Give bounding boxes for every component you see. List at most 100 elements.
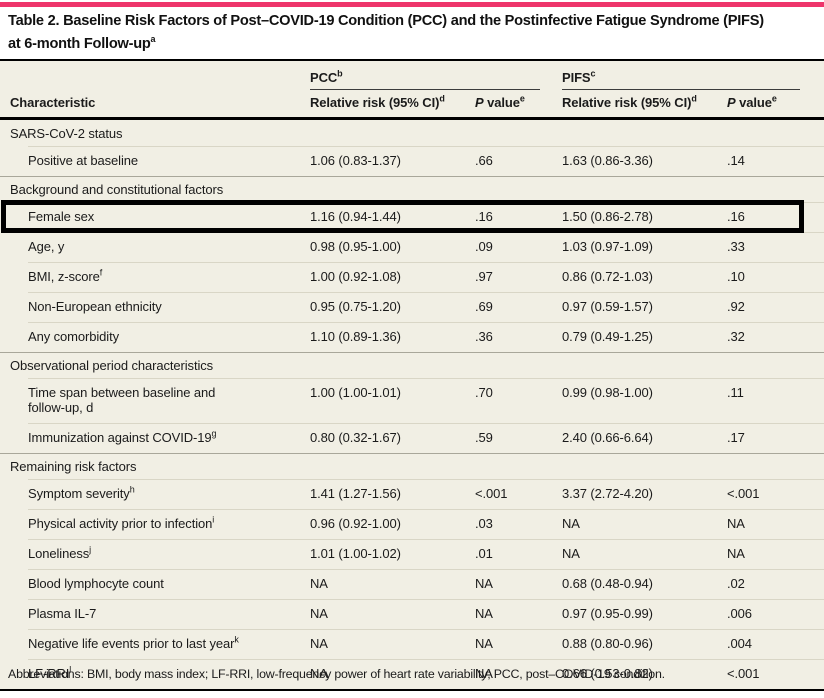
group-label-pifs: PIFS <box>562 70 591 85</box>
cell-pifs-relative-risk: 0.68 (0.48-0.94) <box>562 576 653 591</box>
row-label: Remaining risk factors <box>10 459 137 474</box>
group-header-pifs: PIFSc <box>562 68 800 90</box>
cell-pcc-p-value: NA <box>475 666 493 681</box>
cell-pcc-p-value: .03 <box>475 516 493 531</box>
row-footnote-marker: i <box>212 514 215 525</box>
cell-pifs-p-value: NA <box>727 546 745 561</box>
row-label: SARS-CoV-2 status <box>10 126 123 141</box>
column-header-characteristic: Characteristic <box>10 95 96 110</box>
column-group-pcc: PCCb Relative risk (95% CI)d P valuee <box>310 61 562 117</box>
cell-pcc-p-value: .36 <box>475 329 493 344</box>
row-label: Blood lymphocyte count <box>28 576 164 591</box>
cell-pcc-relative-risk: NA <box>310 666 328 681</box>
cell-pifs-p-value: .92 <box>727 299 745 314</box>
cell-pifs-relative-risk: 0.99 (0.98-1.00) <box>562 385 653 400</box>
cell-pcc-relative-risk: 1.10 (0.89-1.36) <box>310 329 401 344</box>
cell-pifs-p-value: .10 <box>727 269 745 284</box>
row-footnote-marker: j <box>89 544 92 555</box>
cell-pifs-relative-risk: 0.88 (0.80-0.96) <box>562 636 653 651</box>
cell-pcc-p-value: NA <box>475 606 493 621</box>
cell-pifs-relative-risk: 1.03 (0.97-1.09) <box>562 239 653 254</box>
row-label: Any comorbidity <box>28 329 119 344</box>
cell-pcc-relative-risk: 0.96 (0.92-1.00) <box>310 516 401 531</box>
cell-pcc-p-value: <.001 <box>475 486 508 501</box>
group-footnote-marker-pifs: c <box>590 68 596 79</box>
cell-pifs-p-value: .17 <box>727 430 745 445</box>
cell-pifs-relative-risk: 1.50 (0.86-2.78) <box>562 209 653 224</box>
row-label: Observational period characteristics <box>10 358 214 373</box>
cell-pifs-relative-risk: NA <box>562 546 580 561</box>
table-row: Positive at baseline 1.06 (0.83-1.37) .66 1… <box>0 146 824 176</box>
risk-factors-table: Characteristic PCCb Relative risk (95% C… <box>0 59 824 691</box>
section-header-row: Background and constitutional factors <box>0 176 824 202</box>
cell-pcc-p-value: .16 <box>475 209 493 224</box>
cell-pcc-p-value: .01 <box>475 546 493 561</box>
cell-pcc-relative-risk: 1.16 (0.94-1.44) <box>310 209 401 224</box>
cell-pcc-relative-risk: 1.01 (1.00-1.02) <box>310 546 401 561</box>
cell-pifs-p-value: .33 <box>727 239 745 254</box>
table-row: Lonelinessj 1.01 (1.00-1.02) .01 NA NA <box>0 539 824 569</box>
table-row: Time span between baseline and follow-up… <box>0 378 824 423</box>
row-footnote-marker: l <box>69 664 72 675</box>
table-title: Table 2. Baseline Risk Factors of Post–C… <box>8 10 820 57</box>
table-row: Female sex 1.16 (0.94-1.44) .16 1.50 (0.86-… <box>0 200 824 233</box>
cell-pcc-p-value: .66 <box>475 153 493 168</box>
column-header-p-value-pifs: P valuee <box>727 93 777 110</box>
row-label: Time span between baseline and follow-up… <box>28 385 216 415</box>
cell-pifs-p-value: .02 <box>727 576 745 591</box>
cell-pcc-p-value: .97 <box>475 269 493 284</box>
column-header-relative-risk-pcc: Relative risk (95% CI)d <box>310 93 445 110</box>
cell-pifs-p-value: <.001 <box>727 666 760 681</box>
cell-pcc-p-value: .59 <box>475 430 493 445</box>
cell-pcc-p-value: .69 <box>475 299 493 314</box>
cell-pifs-p-value: <.001 <box>727 486 760 501</box>
cell-pcc-relative-risk: 0.80 (0.32-1.67) <box>310 430 401 445</box>
row-label: Negative life events prior to last yeark <box>28 634 239 651</box>
cell-pcc-relative-risk: 1.06 (0.83-1.37) <box>310 153 401 168</box>
section-header-row: SARS-CoV-2 status <box>0 120 824 146</box>
cell-pcc-p-value: NA <box>475 636 493 651</box>
table-row: LF-RRIl NA NA 0.66 (0.53-0.82) <.001 <box>0 659 824 689</box>
column-header-relative-risk-pifs: Relative risk (95% CI)d <box>562 93 697 110</box>
cell-pcc-relative-risk: 1.41 (1.27-1.56) <box>310 486 401 501</box>
cell-pifs-relative-risk: 0.79 (0.49-1.25) <box>562 329 653 344</box>
cell-pcc-relative-risk: 1.00 (1.00-1.01) <box>310 385 401 400</box>
table-row: Blood lymphocyte count NA NA 0.68 (0.48-0.9… <box>0 569 824 599</box>
table-row: Plasma IL-7 NA NA 0.97 (0.95-0.99) .006 <box>0 599 824 629</box>
table-row: Age, y 0.98 (0.95-1.00) .09 1.03 (0.97-1.09… <box>0 232 824 262</box>
cell-pifs-p-value: .14 <box>727 153 745 168</box>
group-label-pcc: PCC <box>310 70 338 85</box>
row-footnote-marker: f <box>99 267 103 278</box>
cell-pcc-relative-risk: NA <box>310 606 328 621</box>
table-body: SARS-CoV-2 status Positive at baseline 1.0… <box>0 120 824 691</box>
row-label: Age, y <box>28 239 65 254</box>
cell-pifs-relative-risk: 0.86 (0.72-1.03) <box>562 269 653 284</box>
table-row: Negative life events prior to last yeark… <box>0 629 824 659</box>
row-label: Symptom severityh <box>28 484 135 501</box>
section-header-row: Observational period characteristics <box>0 352 824 378</box>
brand-accent-bar <box>0 2 824 7</box>
group-footnote-marker-pcc: b <box>337 68 343 79</box>
cell-pifs-relative-risk: 2.40 (0.66-6.64) <box>562 430 653 445</box>
cell-pcc-relative-risk: 0.98 (0.95-1.00) <box>310 239 401 254</box>
row-label: Immunization against COVID-19g <box>28 428 217 445</box>
cell-pifs-p-value: .16 <box>727 209 745 224</box>
table-row: Any comorbidity 1.10 (0.89-1.36) .36 0.79 (… <box>0 322 824 352</box>
cell-pifs-relative-risk: 0.97 (0.95-0.99) <box>562 606 653 621</box>
column-header-p-value-pcc: P valuee <box>475 93 525 110</box>
row-footnote-marker: h <box>129 484 135 495</box>
table-row: Symptom severityh 1.41 (1.27-1.56) <.001 3.… <box>0 479 824 509</box>
table-row: BMI, z-scoref 1.00 (0.92-1.08) .97 0.86 (0.… <box>0 262 824 292</box>
row-footnote-marker: k <box>234 634 239 645</box>
section-header-row: Remaining risk factors <box>0 453 824 479</box>
cell-pcc-p-value: NA <box>475 576 493 591</box>
cell-pifs-p-value: .004 <box>727 636 752 651</box>
cell-pifs-p-value: .32 <box>727 329 745 344</box>
cell-pcc-relative-risk: NA <box>310 576 328 591</box>
abbreviations-footnote: Abbreviations: BMI, body mass index; LF-… <box>8 667 665 681</box>
cell-pifs-p-value: .006 <box>727 606 752 621</box>
subheader-row-pifs: Relative risk (95% CI)d P valuee <box>562 90 824 117</box>
group-header-pcc: PCCb <box>310 68 540 90</box>
row-label: LF-RRIl <box>28 664 72 681</box>
